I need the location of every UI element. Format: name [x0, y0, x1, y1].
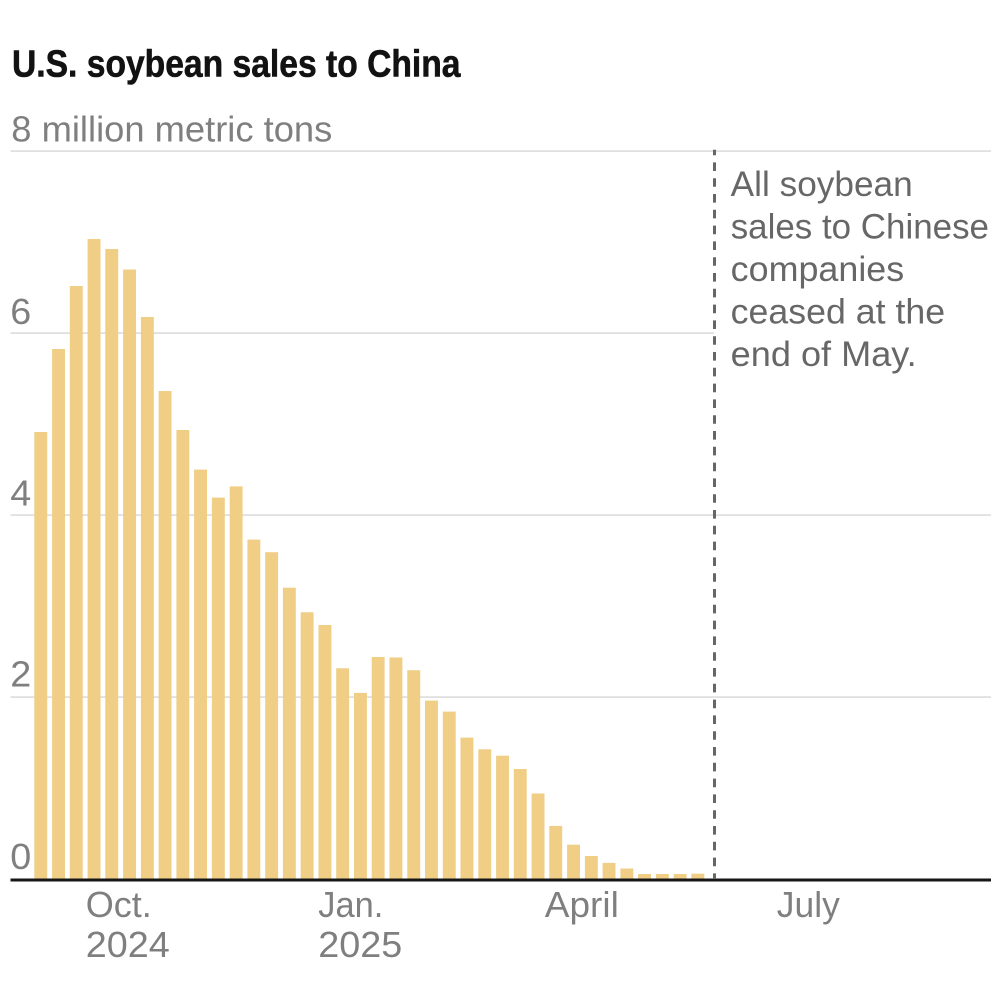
svg-text:companies: companies — [731, 250, 905, 289]
svg-text:ceased at the: ceased at the — [731, 292, 945, 331]
svg-text:8 million metric tons: 8 million metric tons — [11, 108, 332, 149]
svg-text:2024: 2024 — [86, 924, 170, 965]
svg-text:0: 0 — [10, 836, 31, 877]
svg-text:Jan.: Jan. — [318, 884, 383, 925]
svg-text:end of May.: end of May. — [731, 335, 917, 374]
svg-text:Oct.: Oct. — [86, 884, 152, 925]
svg-text:2025: 2025 — [318, 924, 402, 965]
svg-text:sales to Chinese: sales to Chinese — [731, 207, 989, 246]
svg-text:6: 6 — [10, 291, 31, 332]
svg-text:U.S. soybean sales to China: U.S. soybean sales to China — [12, 44, 461, 86]
svg-text:2: 2 — [10, 654, 31, 695]
svg-text:4: 4 — [10, 473, 31, 514]
svg-text:April: April — [545, 884, 619, 925]
svg-text:July: July — [777, 884, 840, 925]
svg-text:All soybean: All soybean — [731, 165, 913, 204]
